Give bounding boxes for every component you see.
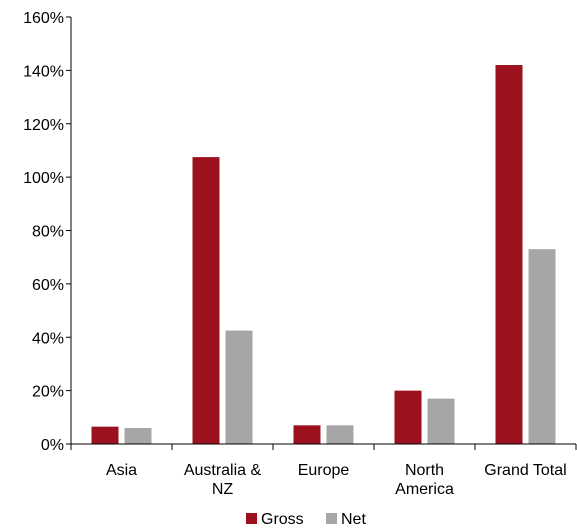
y-tick-labels: 0% 20% 40% 60% 80% 100% 120% 140% 160% [23,10,64,454]
bar-gross [192,157,220,444]
y-tick-label: 20% [32,384,64,401]
bar-gross [293,425,321,444]
x-tick-label: North America [395,462,454,498]
y-tick-label: 80% [32,224,64,241]
bars-layer [91,65,556,444]
bar-net [225,330,253,444]
y-tick-label: 140% [23,63,64,80]
x-tick-labels: Asia Australia & NZ Europe North America Grand… [106,462,567,498]
x-tick-label: Europe [298,462,350,479]
x-tick-label: Australia & NZ [184,462,262,498]
y-tick-label: 0% [41,437,64,454]
x-tick-label: Grand Total [484,462,566,479]
y-tick-label: 60% [32,277,64,294]
legend-label: Gross [261,511,304,528]
legend-swatch [246,513,257,524]
bar-net [124,427,152,444]
legend: Gross Net [246,511,366,528]
bar-gross [495,65,523,444]
y-tick-label: 100% [23,170,64,187]
legend-swatch [326,513,337,524]
legend-label: Net [341,511,366,528]
axes-layer [66,16,577,450]
bar-gross [91,426,119,444]
x-tick-label: Asia [106,462,137,479]
bar-gross [394,390,422,444]
y-tick-label: 120% [23,117,64,134]
y-tick-label: 40% [32,330,64,347]
bar-net [528,249,556,444]
bar-net [326,425,354,444]
bar-net [427,398,455,444]
y-tick-label: 160% [23,10,64,27]
